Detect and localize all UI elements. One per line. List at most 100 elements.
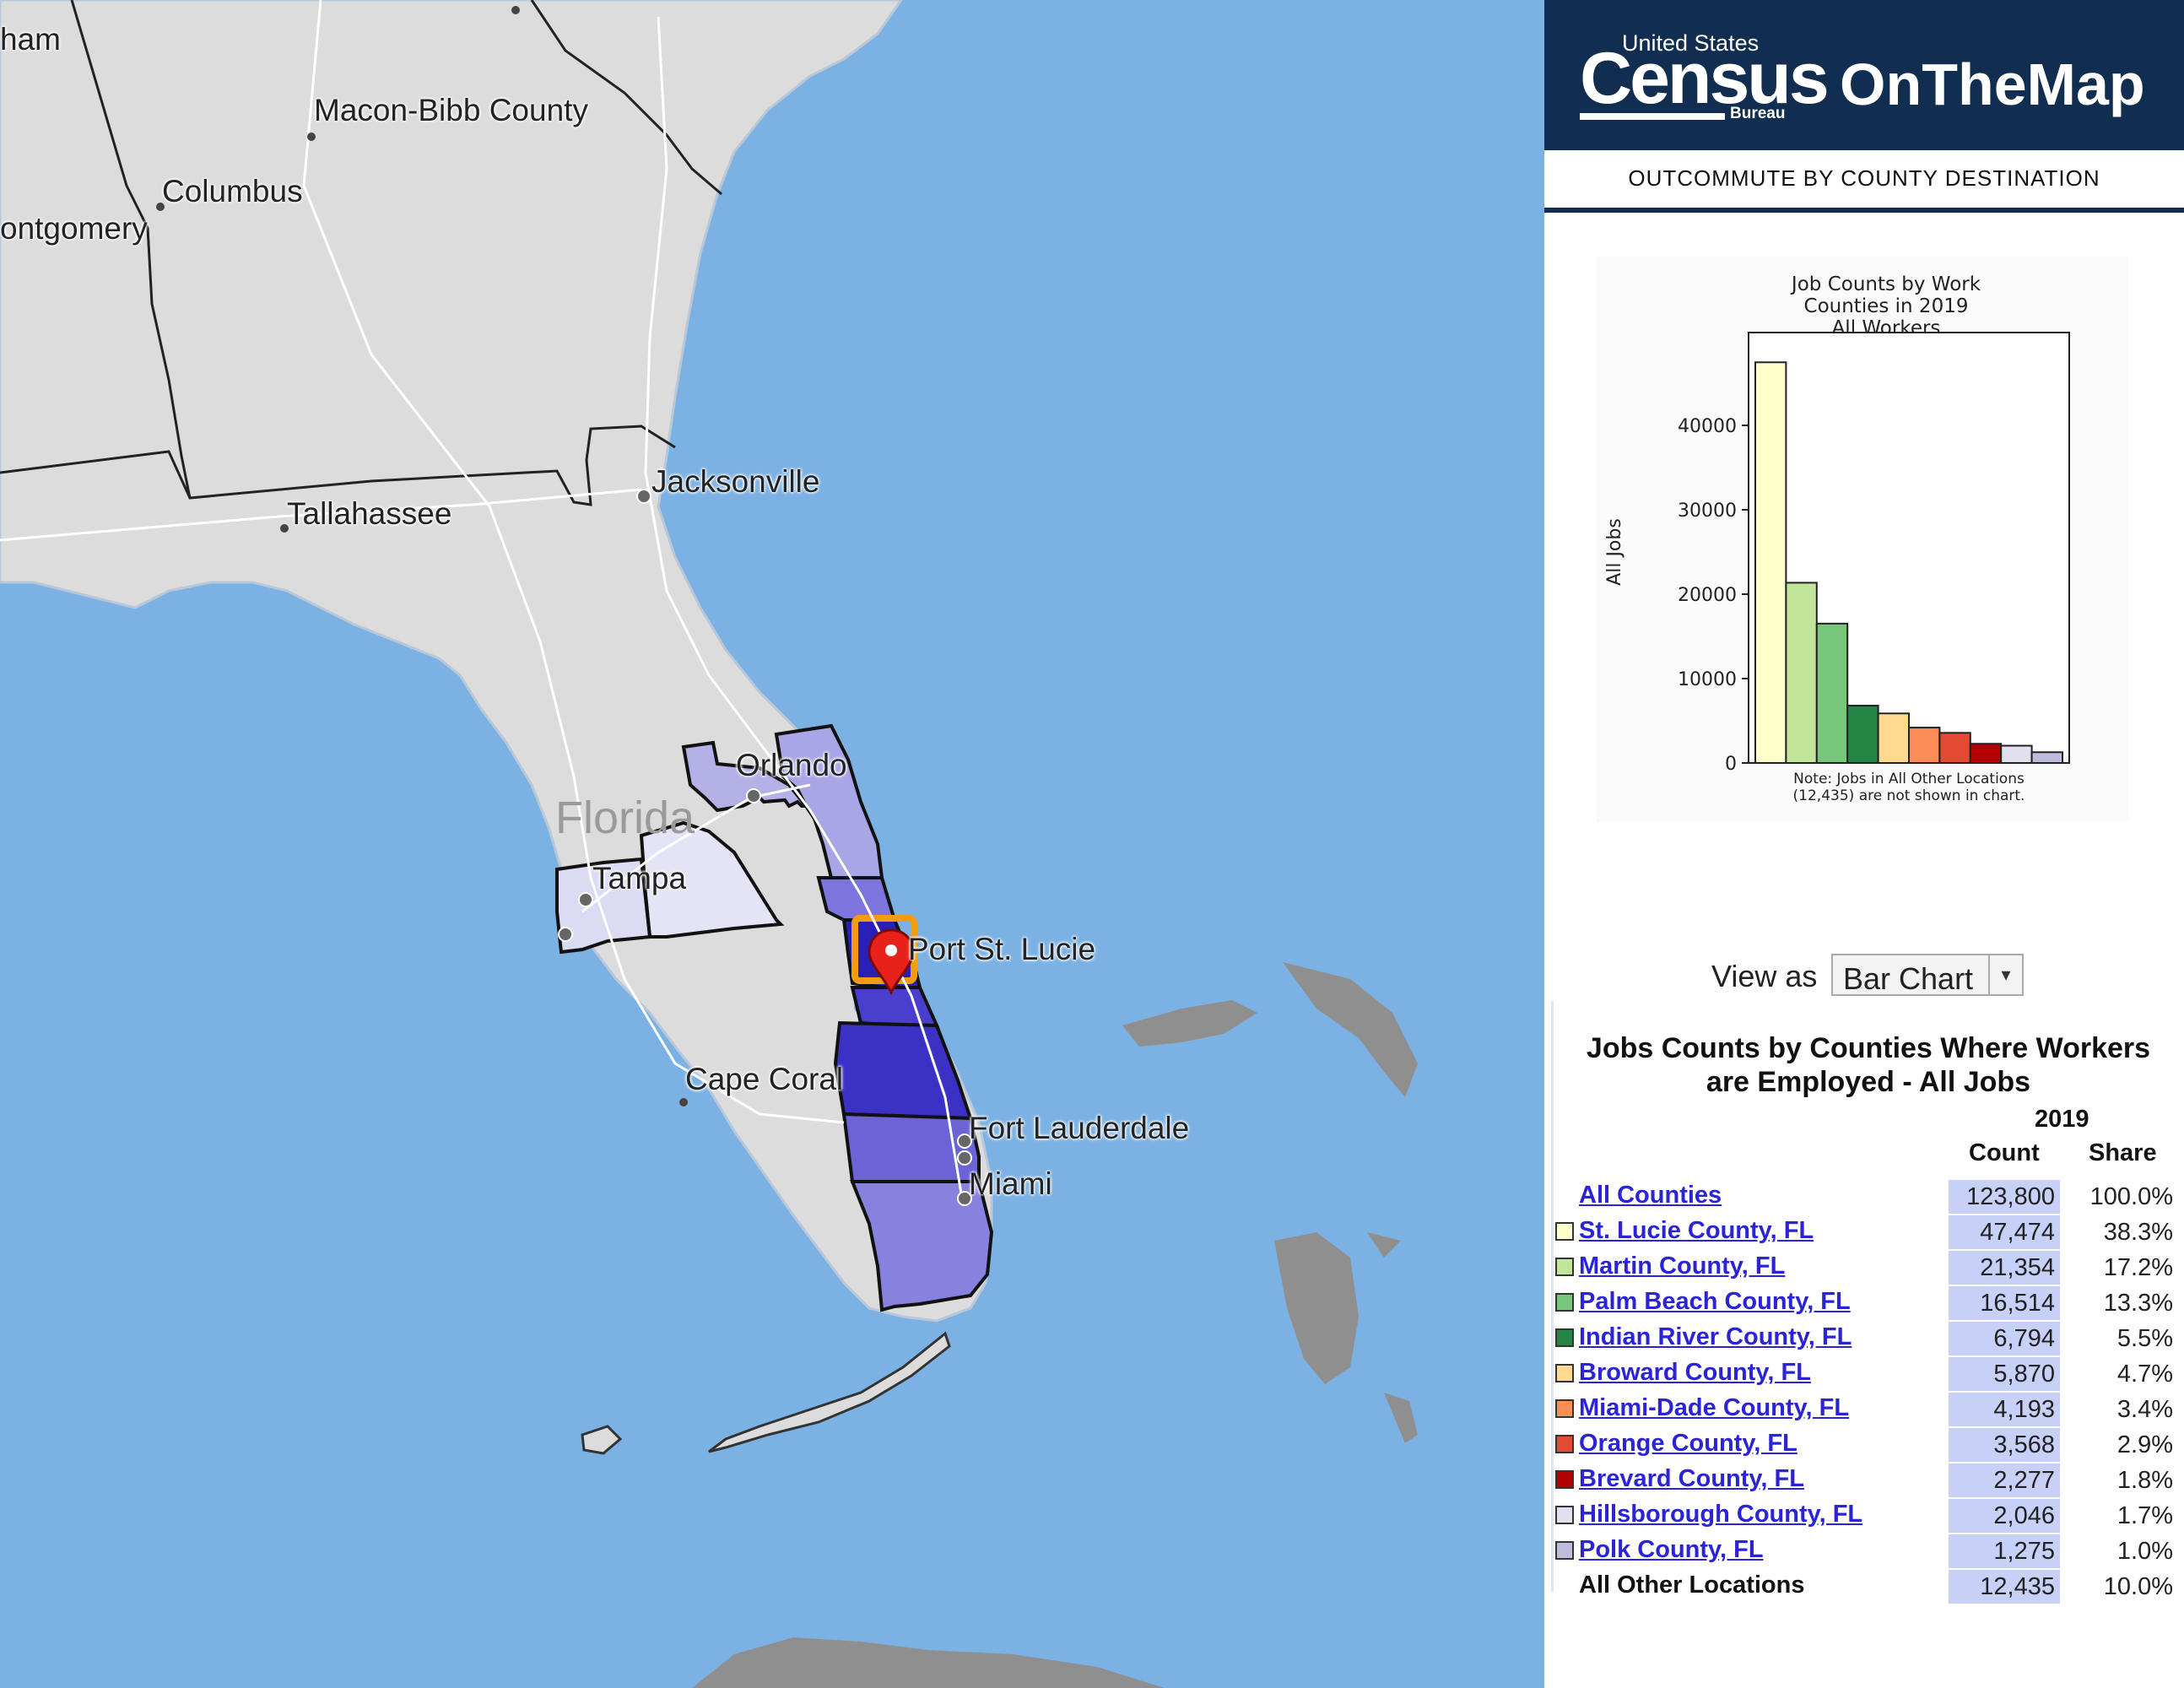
bar-martin-county-fl [1785, 582, 1818, 764]
y-tick-label: 40000 [1678, 416, 1737, 437]
share-cell: 1.8% [2116, 1467, 2173, 1494]
county-link[interactable]: All Counties [1579, 1182, 1722, 1209]
census-logo-top-text: United States [1622, 30, 1760, 56]
county-link[interactable]: Indian River County, FL [1579, 1323, 1852, 1350]
map-canvas[interactable] [0, 0, 1544, 1688]
city-label-jacksonville: Jacksonville [651, 464, 820, 499]
share-cell: 1.0% [2116, 1538, 2173, 1565]
table-row: Indian River County, FL 6,794 5.5% [1554, 1322, 2183, 1357]
table-col-count: Count [1969, 1139, 2040, 1166]
share-cell: 3.4% [2116, 1396, 2173, 1423]
app-title: OnTheMap [1840, 51, 2145, 117]
county-link[interactable]: Miami-Dade County, FL [1579, 1394, 1850, 1421]
county-link[interactable]: Brevard County, FL [1579, 1465, 1804, 1492]
county-link[interactable]: Martin County, FL [1579, 1252, 1786, 1280]
count-cell: 6,794 [1949, 1322, 2060, 1355]
legend-swatch [1555, 1541, 1574, 1560]
mainland-land [0, 0, 993, 1323]
share-cell: 13.3% [2103, 1290, 2173, 1317]
city-label-tallahassee: Tallahassee [287, 496, 452, 531]
florida-keys [708, 1331, 951, 1453]
table-title-line-2: are Employed - All Jobs [1706, 1066, 2031, 1098]
bar-st-lucie-county-fl [1754, 361, 1787, 764]
census-logo-bureau-text: Bureau [1730, 105, 1786, 122]
city-dot [957, 1191, 972, 1206]
county-name: All Other Locations [1579, 1572, 1805, 1599]
table-year-header: 2019 [2035, 1106, 2089, 1133]
chart-note-line: Note: Jobs in All Other Locations [1793, 771, 2025, 787]
county-polygon-palm-beach [833, 1020, 973, 1121]
y-tick-label: 20000 [1678, 585, 1737, 606]
highway-i10 [0, 488, 642, 542]
city-dot [957, 1150, 972, 1166]
county-link[interactable]: Orange County, FL [1579, 1430, 1797, 1457]
app-header: United States Census Bureau OnTheMap [1544, 0, 2184, 150]
count-cell: 3,568 [1949, 1428, 2060, 1462]
state-label: Florida [555, 793, 695, 843]
city-label-port-st-lucie: Port St. Lucie [908, 932, 1096, 966]
legend-swatch [1555, 1399, 1574, 1418]
chart-note-line: (12,435) are not shown in chart. [1793, 787, 2025, 804]
islet [581, 1425, 623, 1455]
count-cell: 12,435 [1949, 1570, 2060, 1604]
share-cell: 2.9% [2116, 1431, 2173, 1458]
table-row: Miami-Dade County, FL 4,193 3.4% [1554, 1393, 2183, 1428]
highway-i4 [581, 783, 811, 913]
highway-i95 [644, 16, 964, 1199]
chevron-down-icon[interactable]: ▾ [1988, 955, 2022, 994]
bar-orange-county-fl [1938, 732, 1971, 765]
bar-indian-river-county-fl [1846, 705, 1879, 764]
island-exuma [1367, 1232, 1401, 1258]
city-label-miami: Miami [969, 1166, 1052, 1201]
share-cell: 5.5% [2116, 1325, 2173, 1352]
city-label-cape-coral: Cape Coral [685, 1062, 844, 1096]
share-cell: 17.2% [2103, 1254, 2173, 1281]
county-link[interactable]: St. Lucie County, FL [1579, 1217, 1814, 1244]
count-cell: 2,046 [1949, 1499, 2060, 1533]
county-polygon-hillsborough [555, 857, 652, 955]
island-andros [1274, 1232, 1359, 1384]
table-row: Brevard County, FL 2,277 1.8% [1554, 1463, 2183, 1499]
city-dot [578, 892, 593, 907]
table-row: Broward County, FL 5,870 4.7% [1554, 1357, 2183, 1393]
county-link[interactable]: Hillsborough County, FL [1579, 1501, 1863, 1528]
city-label-tampa: Tampa [592, 861, 687, 895]
y-axis-label: All Jobs [1604, 518, 1625, 586]
table-row: Palm Beach County, FL 16,514 13.3% [1554, 1286, 2183, 1322]
results-panel: United States Census Bureau OnTheMap OUT… [1544, 0, 2184, 1688]
count-cell: 2,277 [1949, 1463, 2060, 1497]
share-cell: 1.7% [2116, 1502, 2173, 1529]
city-dot [957, 1133, 972, 1149]
table-row: St. Lucie County, FL 47,474 38.3% [1554, 1215, 2183, 1251]
legend-swatch [1555, 1470, 1574, 1489]
chart-title-line: Counties in 2019 [1804, 295, 1969, 317]
count-cell: 21,354 [1949, 1251, 2060, 1285]
county-link[interactable]: Polk County, FL [1579, 1536, 1764, 1563]
highway-i75 [302, 0, 845, 1124]
city-label-macon: Macon-Bibb County [314, 93, 588, 127]
legend-swatch [1555, 1364, 1574, 1382]
bar-broward-county-fl [1877, 712, 1911, 764]
island-eleuthera [1384, 1393, 1418, 1443]
count-cell: 47,474 [1949, 1215, 2060, 1249]
table-col-share: Share [2089, 1139, 2157, 1166]
y-tick-label: 0 [1725, 754, 1737, 775]
county-link[interactable]: Broward County, FL [1579, 1359, 1811, 1386]
state-boundary-ga-sc [530, 0, 722, 196]
bar-miami-dade-county-fl [1908, 727, 1941, 765]
state-boundary-al-ga [70, 0, 192, 499]
table-row: Martin County, FL 21,354 17.2% [1554, 1251, 2183, 1286]
city-dot [156, 203, 165, 211]
view-as-label: View as [1711, 959, 1818, 993]
county-link[interactable]: Palm Beach County, FL [1579, 1288, 1851, 1315]
count-cell: 16,514 [1949, 1286, 2060, 1320]
view-as-select[interactable]: Bar Chart ▾ [1831, 954, 2024, 996]
share-cell: 10.0% [2103, 1573, 2173, 1600]
state-boundary-fl-north [0, 425, 676, 506]
table-row: All Other Locations 12,435 10.0% [1554, 1570, 2183, 1605]
y-tick-label: 30000 [1678, 500, 1737, 522]
table-row: Polk County, FL 1,275 1.0% [1554, 1534, 2183, 1570]
map-view[interactable]: Florida ham Macon-Bibb County Columbus o… [0, 0, 1544, 1688]
location-marker-icon[interactable] [868, 928, 915, 996]
census-logo-underline [1580, 113, 1725, 120]
